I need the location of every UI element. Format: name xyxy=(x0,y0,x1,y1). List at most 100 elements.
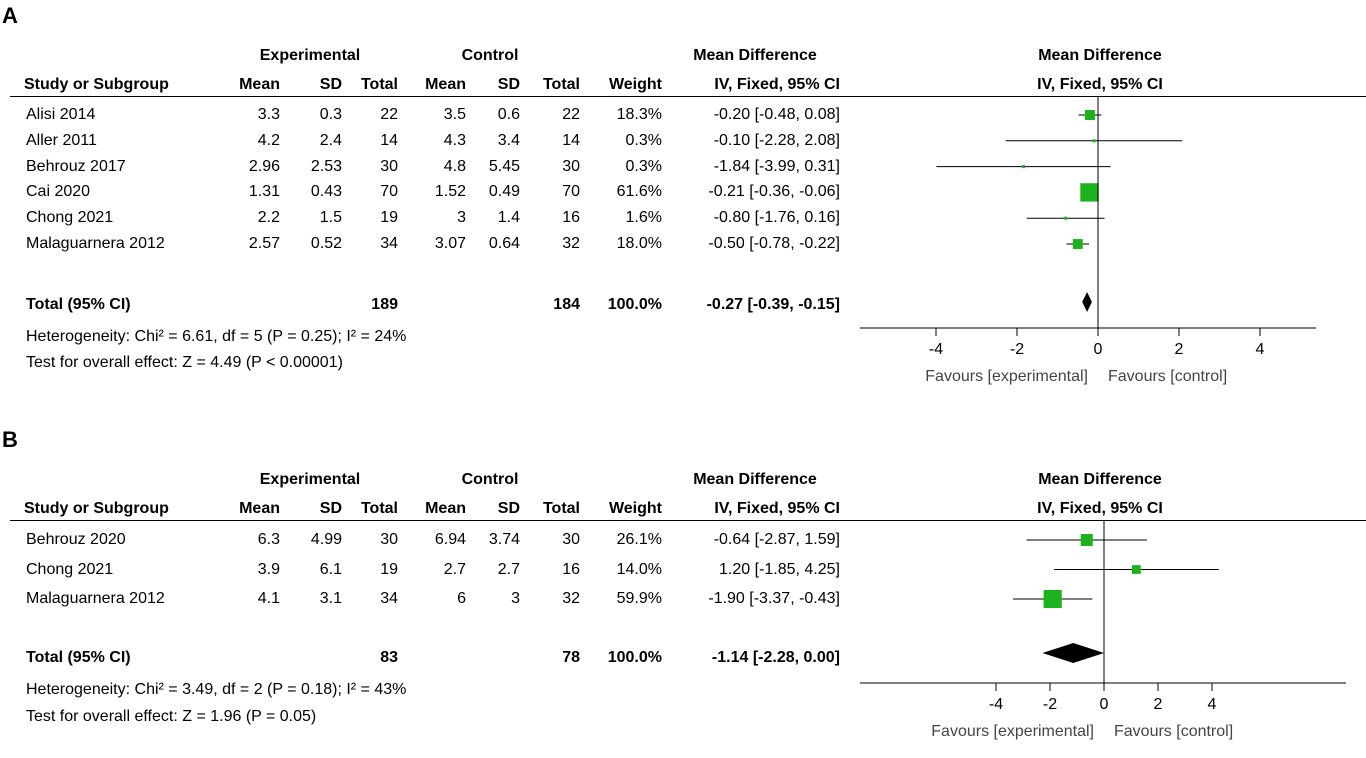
cell-ci-text: -0.20 [-0.48, 0.08] xyxy=(713,106,840,123)
col-effect-method: IV, Fixed, 95% CI xyxy=(714,500,840,517)
overall-effect: Test for overall effect: Z = 4.49 (P < 0… xyxy=(26,354,343,371)
heterogeneity: Heterogeneity: Chi² = 3.49, df = 2 (P = … xyxy=(26,681,407,698)
cell-e-sd: 4.99 xyxy=(310,531,342,548)
x-tick-label: 2 xyxy=(1175,341,1184,358)
cell-ci-text: -0.64 [-2.87, 1.59] xyxy=(713,531,840,548)
cell-weight: 14.0% xyxy=(616,560,662,578)
cell-weight: 61.6% xyxy=(616,183,662,201)
total-weight: 100.0% xyxy=(607,649,662,666)
col-plot-method: IV, Fixed, 95% CI xyxy=(1037,500,1163,517)
cell-e-total: 19 xyxy=(380,209,398,227)
header-control: Control xyxy=(461,471,519,488)
cell-name: Cai 2020 xyxy=(26,183,91,201)
cell-e-sd: 0.52 xyxy=(310,235,342,252)
cell-e-sd: 0.3 xyxy=(319,106,342,123)
cell-c-sd: 1.4 xyxy=(497,209,520,227)
study-mark xyxy=(1078,109,1102,121)
total-exp: 189 xyxy=(371,296,398,313)
overall-effect: Test for overall effect: Z = 1.96 (P = 0… xyxy=(26,708,317,725)
x-tick-label: -4 xyxy=(989,696,1003,713)
cell-weight: 0.3% xyxy=(625,131,662,149)
weight-box xyxy=(1043,589,1062,609)
col-exp-sd: SD xyxy=(319,500,342,517)
x-tick-label: 0 xyxy=(1094,341,1103,358)
cell-c-total: 22 xyxy=(562,106,580,123)
cell-ci-text: -0.21 [-0.36, -0.06] xyxy=(708,183,840,201)
cell-c-mean: 3.07 xyxy=(434,235,466,252)
cell-c-mean: 6.94 xyxy=(434,531,466,548)
weight-box xyxy=(1084,109,1095,121)
summary-diamond xyxy=(1082,292,1092,312)
col-exp-mean: Mean xyxy=(239,76,280,93)
col-plot-method: IV, Fixed, 95% CI xyxy=(1037,76,1163,93)
cell-ci-text: 1.20 [-1.85, 4.25] xyxy=(719,560,840,578)
weight-box xyxy=(1080,534,1093,546)
weight-box xyxy=(1092,139,1096,143)
weight-box xyxy=(1021,165,1025,169)
cell-c-total: 30 xyxy=(562,531,580,548)
cell-c-total: 14 xyxy=(562,131,580,149)
header-effect-title: Mean Difference xyxy=(693,47,817,64)
cell-weight: 18.3% xyxy=(616,106,662,123)
col-ctrl-sd: SD xyxy=(497,76,520,93)
cell-c-sd: 5.45 xyxy=(488,157,520,175)
weight-box xyxy=(1072,239,1083,249)
cell-e-mean: 3.9 xyxy=(257,560,280,578)
cell-ci-text: -1.90 [-3.37, -0.43] xyxy=(708,590,840,607)
x-tick-label: -4 xyxy=(929,341,943,358)
cell-e-total: 34 xyxy=(380,590,398,607)
cell-c-mean: 2.7 xyxy=(443,560,466,578)
cell-c-mean: 4.8 xyxy=(443,157,466,175)
weight-box xyxy=(1080,183,1099,202)
cell-e-sd: 0.43 xyxy=(310,183,342,201)
total-label: Total (95% CI) xyxy=(26,296,131,313)
header-experimental: Experimental xyxy=(259,471,361,488)
col-ctrl-total: Total xyxy=(542,76,580,93)
col-exp-total: Total xyxy=(360,76,398,93)
study-mark xyxy=(1054,565,1219,574)
favours-left: Favours [experimental] xyxy=(931,723,1094,740)
col-ctrl-mean: Mean xyxy=(425,500,466,517)
cell-weight: 18.0% xyxy=(616,235,662,252)
x-tick-label: 4 xyxy=(1208,696,1217,713)
cell-c-total: 16 xyxy=(562,560,580,578)
heterogeneity: Heterogeneity: Chi² = 6.61, df = 5 (P = … xyxy=(26,328,407,345)
x-tick-label: 2 xyxy=(1154,696,1163,713)
panel-label: B xyxy=(2,427,18,452)
cell-c-sd: 0.49 xyxy=(488,183,520,201)
cell-name: Malaguarnera 2012 xyxy=(26,590,165,607)
cell-weight: 59.9% xyxy=(616,590,662,607)
cell-e-mean: 4.2 xyxy=(257,131,280,149)
cell-c-total: 32 xyxy=(562,235,580,252)
header-effect-title: Mean Difference xyxy=(693,471,817,488)
cell-ci-text: -0.80 [-1.76, 0.16] xyxy=(713,209,840,227)
cell-e-total: 34 xyxy=(380,235,398,252)
study-mark xyxy=(1080,183,1099,202)
cell-c-sd: 3.4 xyxy=(497,131,520,149)
cell-ci-text: -0.50 [-0.78, -0.22] xyxy=(708,235,840,252)
cell-c-mean: 4.3 xyxy=(443,131,466,149)
x-tick-label: 4 xyxy=(1256,341,1265,358)
cell-c-sd: 3.74 xyxy=(488,531,520,548)
cell-e-total: 30 xyxy=(380,157,398,175)
col-weight: Weight xyxy=(608,76,662,93)
total-ci: -0.27 [-0.39, -0.15] xyxy=(706,296,840,313)
cell-c-mean: 6 xyxy=(457,590,466,607)
cell-e-total: 14 xyxy=(380,131,398,149)
study-mark xyxy=(1013,589,1093,609)
study-mark xyxy=(1026,534,1147,546)
col-exp-sd: SD xyxy=(319,76,342,93)
favours-left: Favours [experimental] xyxy=(925,368,1088,385)
total-label: Total (95% CI) xyxy=(26,649,131,666)
col-ctrl-total: Total xyxy=(542,500,580,517)
cell-e-mean: 3.3 xyxy=(257,106,280,123)
study-mark xyxy=(1026,216,1105,220)
cell-e-total: 30 xyxy=(380,531,398,548)
cell-e-sd: 2.4 xyxy=(319,131,342,149)
cell-name: Chong 2021 xyxy=(26,560,114,578)
study-mark xyxy=(1005,139,1183,143)
cell-name: Aller 2011 xyxy=(26,131,97,149)
cell-e-mean: 2.96 xyxy=(248,157,280,175)
cell-weight: 1.6% xyxy=(625,209,662,227)
cell-e-mean: 2.2 xyxy=(257,209,280,227)
